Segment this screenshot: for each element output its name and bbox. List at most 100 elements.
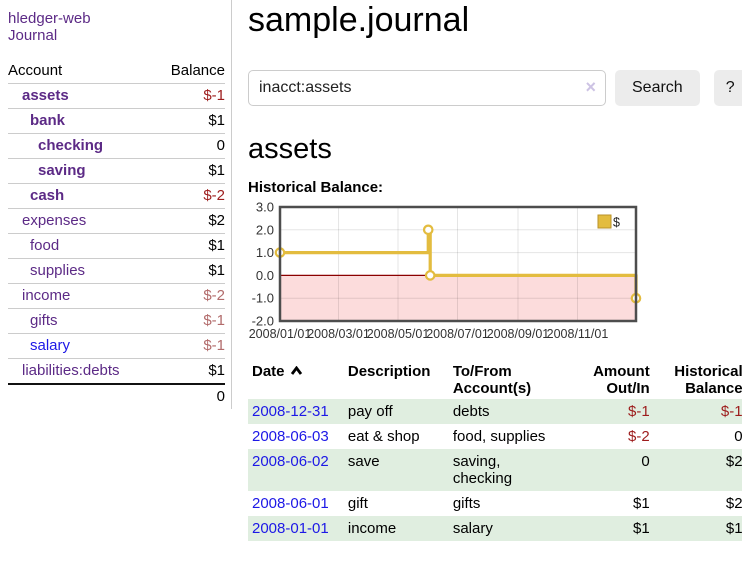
account-link-saving[interactable]: saving xyxy=(38,162,86,179)
accounts-header-row: Account Balance xyxy=(8,59,225,84)
svg-text:0.0: 0.0 xyxy=(256,268,274,283)
account-balance: $1 xyxy=(154,358,225,385)
register-header-row: Date Description To/From Account(s) Amou… xyxy=(248,361,742,399)
clear-search-icon[interactable]: × xyxy=(585,77,596,97)
main-content: sample.journal × Search ? assets Histori… xyxy=(232,0,742,541)
account-row: supplies $1 xyxy=(8,258,225,284)
account-row: expenses $2 xyxy=(8,208,225,234)
chart-title: Historical Balance: xyxy=(248,179,384,196)
transaction-amount: $-2 xyxy=(628,428,650,445)
transaction-row: 2008-12-31 pay off debts $-1 $-1 xyxy=(248,399,742,424)
search-input[interactable] xyxy=(248,70,606,106)
account-row: salary $-1 xyxy=(8,333,225,359)
transaction-description: income xyxy=(347,520,397,537)
accounts-header-account: Account xyxy=(8,59,155,84)
transaction-amount: $1 xyxy=(633,495,650,512)
legend-swatch xyxy=(597,214,612,229)
account-row: bank $1 xyxy=(8,108,225,134)
svg-text:2008/05/01: 2008/05/01 xyxy=(367,327,430,341)
account-heading: assets xyxy=(248,133,332,165)
transaction-date-link[interactable]: 2008-01-01 xyxy=(252,520,329,537)
transaction-description: gift xyxy=(347,495,368,512)
account-link-bank[interactable]: bank xyxy=(30,112,66,129)
account-link-assets[interactable]: assets xyxy=(22,87,69,104)
transaction-row: 2008-06-03 eat & shop food, supplies $-2 0 xyxy=(248,424,742,449)
account-row: income $-2 xyxy=(8,283,225,309)
accounts-total-row: 0 xyxy=(8,384,225,409)
svg-text:3.0: 3.0 xyxy=(256,201,274,215)
account-link-supplies[interactable]: supplies xyxy=(30,262,86,279)
account-balance: $1 xyxy=(154,158,225,184)
account-balance: $2 xyxy=(154,208,225,234)
account-link-liabilities-debts[interactable]: liabilities:debts xyxy=(22,362,120,379)
transaction-row: 2008-06-01 gift gifts $1 $2 xyxy=(248,491,742,516)
transaction-balance: $-1 xyxy=(720,403,742,420)
help-button[interactable]: ? xyxy=(713,70,742,106)
transaction-balance: 0 xyxy=(734,428,742,445)
transaction-row: 2008-01-01 income salary $1 $1 xyxy=(248,516,742,541)
date-header-label: Date xyxy=(252,363,285,380)
search-box: × xyxy=(248,70,606,106)
account-balance: $1 xyxy=(154,233,225,259)
page-title: sample.journal xyxy=(248,1,470,39)
account-row: saving $1 xyxy=(8,158,225,184)
transaction-accounts: food, supplies xyxy=(452,428,546,445)
transaction-balance: $1 xyxy=(725,520,742,537)
register-header-balance: Historical Balance xyxy=(674,363,742,397)
legend-label: $ xyxy=(613,216,620,230)
register-header-accounts: To/From Account(s) xyxy=(452,363,532,397)
account-link-salary[interactable]: salary xyxy=(30,337,71,354)
transaction-accounts: salary xyxy=(452,520,493,537)
transaction-accounts: debts xyxy=(452,403,490,420)
register-header-description: Description xyxy=(347,363,431,380)
account-link-cash[interactable]: cash xyxy=(30,187,65,204)
negative-region-fill xyxy=(280,275,636,321)
register-header-date: Date xyxy=(248,361,344,399)
account-balance: $-2 xyxy=(154,183,225,209)
transaction-date-link[interactable]: 2008-06-03 xyxy=(252,428,329,445)
transaction-amount: $1 xyxy=(633,520,650,537)
transaction-description: save xyxy=(347,453,380,470)
transaction-balance: $2 xyxy=(725,495,742,512)
transaction-balance: $2 xyxy=(725,453,742,470)
svg-text:2008/03/01: 2008/03/01 xyxy=(307,327,370,341)
account-balance: $-2 xyxy=(154,283,225,309)
search-bar: × Search ? xyxy=(248,70,742,106)
transaction-date-link[interactable]: 2008-06-02 xyxy=(252,453,329,470)
account-row: food $1 xyxy=(8,233,225,259)
account-link-gifts[interactable]: gifts xyxy=(30,312,58,329)
account-balance: $-1 xyxy=(154,308,225,334)
transaction-accounts: gifts xyxy=(452,495,481,512)
account-link-checking[interactable]: checking xyxy=(38,137,104,154)
svg-text:-1.0: -1.0 xyxy=(252,291,274,306)
app-brand-link[interactable]: hledger-web xyxy=(8,10,91,27)
transaction-date-link[interactable]: 2008-06-01 xyxy=(252,495,329,512)
account-balance: 0 xyxy=(154,133,225,159)
app-root: hledger-web Journal Account Balance asse… xyxy=(0,0,742,541)
svg-text:2008/09/01: 2008/09/01 xyxy=(487,327,550,341)
svg-text:2008/01/01: 2008/01/01 xyxy=(249,327,312,341)
account-link-expenses[interactable]: expenses xyxy=(22,212,87,229)
sidebar-item-journal[interactable]: Journal xyxy=(8,27,58,44)
register-table: Date Description To/From Account(s) Amou… xyxy=(248,361,742,541)
account-balance: $-1 xyxy=(154,333,225,359)
account-link-food[interactable]: food xyxy=(30,237,60,254)
account-link-income[interactable]: income xyxy=(22,287,71,304)
account-balance: $1 xyxy=(154,108,225,134)
svg-text:2008/11/01: 2008/11/01 xyxy=(547,327,609,341)
accounts-table: Account Balance assets $-1 bank $1 checking 0… xyxy=(8,59,225,409)
sidebar: hledger-web Journal Account Balance asse… xyxy=(0,0,232,409)
svg-text:1.0: 1.0 xyxy=(256,245,274,260)
account-row: checking 0 xyxy=(8,133,225,159)
register-header-amount: Amount Out/In xyxy=(593,363,650,397)
data-point-marker xyxy=(424,270,436,281)
account-row: liabilities:debts $1 xyxy=(8,358,225,385)
svg-text:-2.0: -2.0 xyxy=(252,314,274,329)
svg-text:2008/07/01: 2008/07/01 xyxy=(426,327,489,341)
accounts-total-value: 0 xyxy=(216,388,225,405)
transaction-date-link[interactable]: 2008-12-31 xyxy=(252,403,329,420)
transaction-accounts: saving, checking xyxy=(452,453,513,487)
transaction-description: pay off xyxy=(347,403,393,420)
account-row: cash $-2 xyxy=(8,183,225,209)
search-button[interactable]: Search xyxy=(615,70,700,106)
